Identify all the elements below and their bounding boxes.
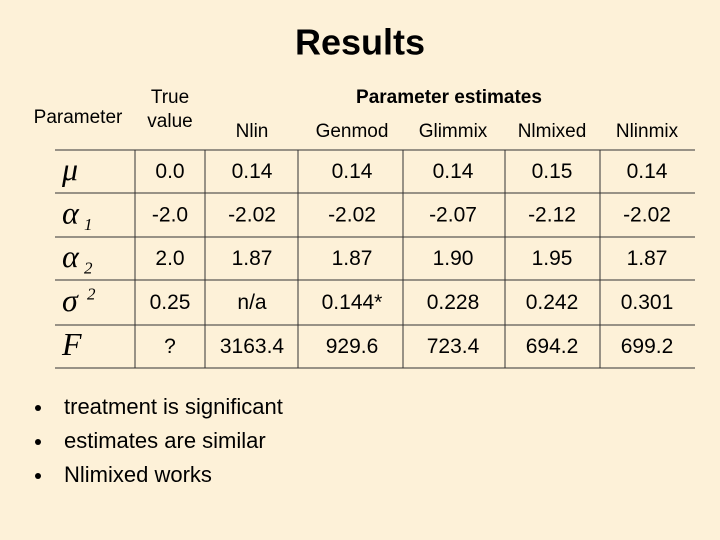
estimate: -2.02 xyxy=(623,204,671,227)
estimate: -2.02 xyxy=(328,204,376,227)
parameter-symbol: F xyxy=(61,326,82,362)
estimate: 0.228 xyxy=(427,291,480,314)
parameter-superscript: 2 xyxy=(87,284,96,303)
estimate: 1.87 xyxy=(627,247,668,270)
bullet-dot xyxy=(35,473,41,479)
estimate: 929.6 xyxy=(326,335,379,358)
method-name: Genmod xyxy=(316,121,389,142)
parameter-symbol: α xyxy=(62,194,80,230)
estimate: 1.90 xyxy=(433,247,474,270)
estimate: 0.14 xyxy=(627,160,668,183)
true-value: ? xyxy=(164,335,176,358)
true-value: 0.25 xyxy=(150,291,191,314)
header-estimates: Parameter estimates xyxy=(356,87,542,108)
estimate: 723.4 xyxy=(427,335,480,358)
method-name: Nlinmix xyxy=(616,121,679,142)
parameter-symbol: σ xyxy=(62,282,79,318)
parameter-symbol: α xyxy=(62,238,80,274)
estimate: 0.242 xyxy=(526,291,579,314)
bullet-dot xyxy=(35,439,41,445)
bullet-text: estimates are similar xyxy=(64,428,266,453)
bullet-dot xyxy=(35,405,41,411)
estimate: 0.15 xyxy=(532,160,573,183)
header-true: True xyxy=(151,87,189,108)
method-name: Glimmix xyxy=(419,121,488,142)
estimate: 3163.4 xyxy=(220,335,285,358)
method-name: Nlmixed xyxy=(518,121,587,142)
estimate: 699.2 xyxy=(621,335,674,358)
estimate: 0.301 xyxy=(621,291,674,314)
header-value: value xyxy=(147,111,192,132)
true-value: -2.0 xyxy=(152,204,188,227)
estimate: n/a xyxy=(237,291,267,314)
true-value: 2.0 xyxy=(155,247,184,270)
true-value: 0.0 xyxy=(155,160,184,183)
estimate: 0.14 xyxy=(332,160,373,183)
header-parameter: Parameter xyxy=(34,107,123,128)
bullet-text: treatment is significant xyxy=(64,394,283,419)
estimate: 694.2 xyxy=(526,335,579,358)
estimate: -2.07 xyxy=(429,204,477,227)
method-name: Nlin xyxy=(236,121,269,142)
estimate: 0.144* xyxy=(322,291,383,314)
estimate: 0.14 xyxy=(433,160,474,183)
estimate: 1.87 xyxy=(332,247,373,270)
estimate: 0.14 xyxy=(232,160,273,183)
estimate: 1.87 xyxy=(232,247,273,270)
bullet-text: Nlimixed works xyxy=(64,462,212,487)
estimate: -2.02 xyxy=(228,204,276,227)
parameter-subscript: 1 xyxy=(84,215,93,234)
estimate: 1.95 xyxy=(532,247,573,270)
parameter-subscript: 2 xyxy=(84,258,93,277)
estimate: -2.12 xyxy=(528,204,576,227)
title: Results xyxy=(295,22,425,63)
parameter-symbol: μ xyxy=(61,151,78,187)
